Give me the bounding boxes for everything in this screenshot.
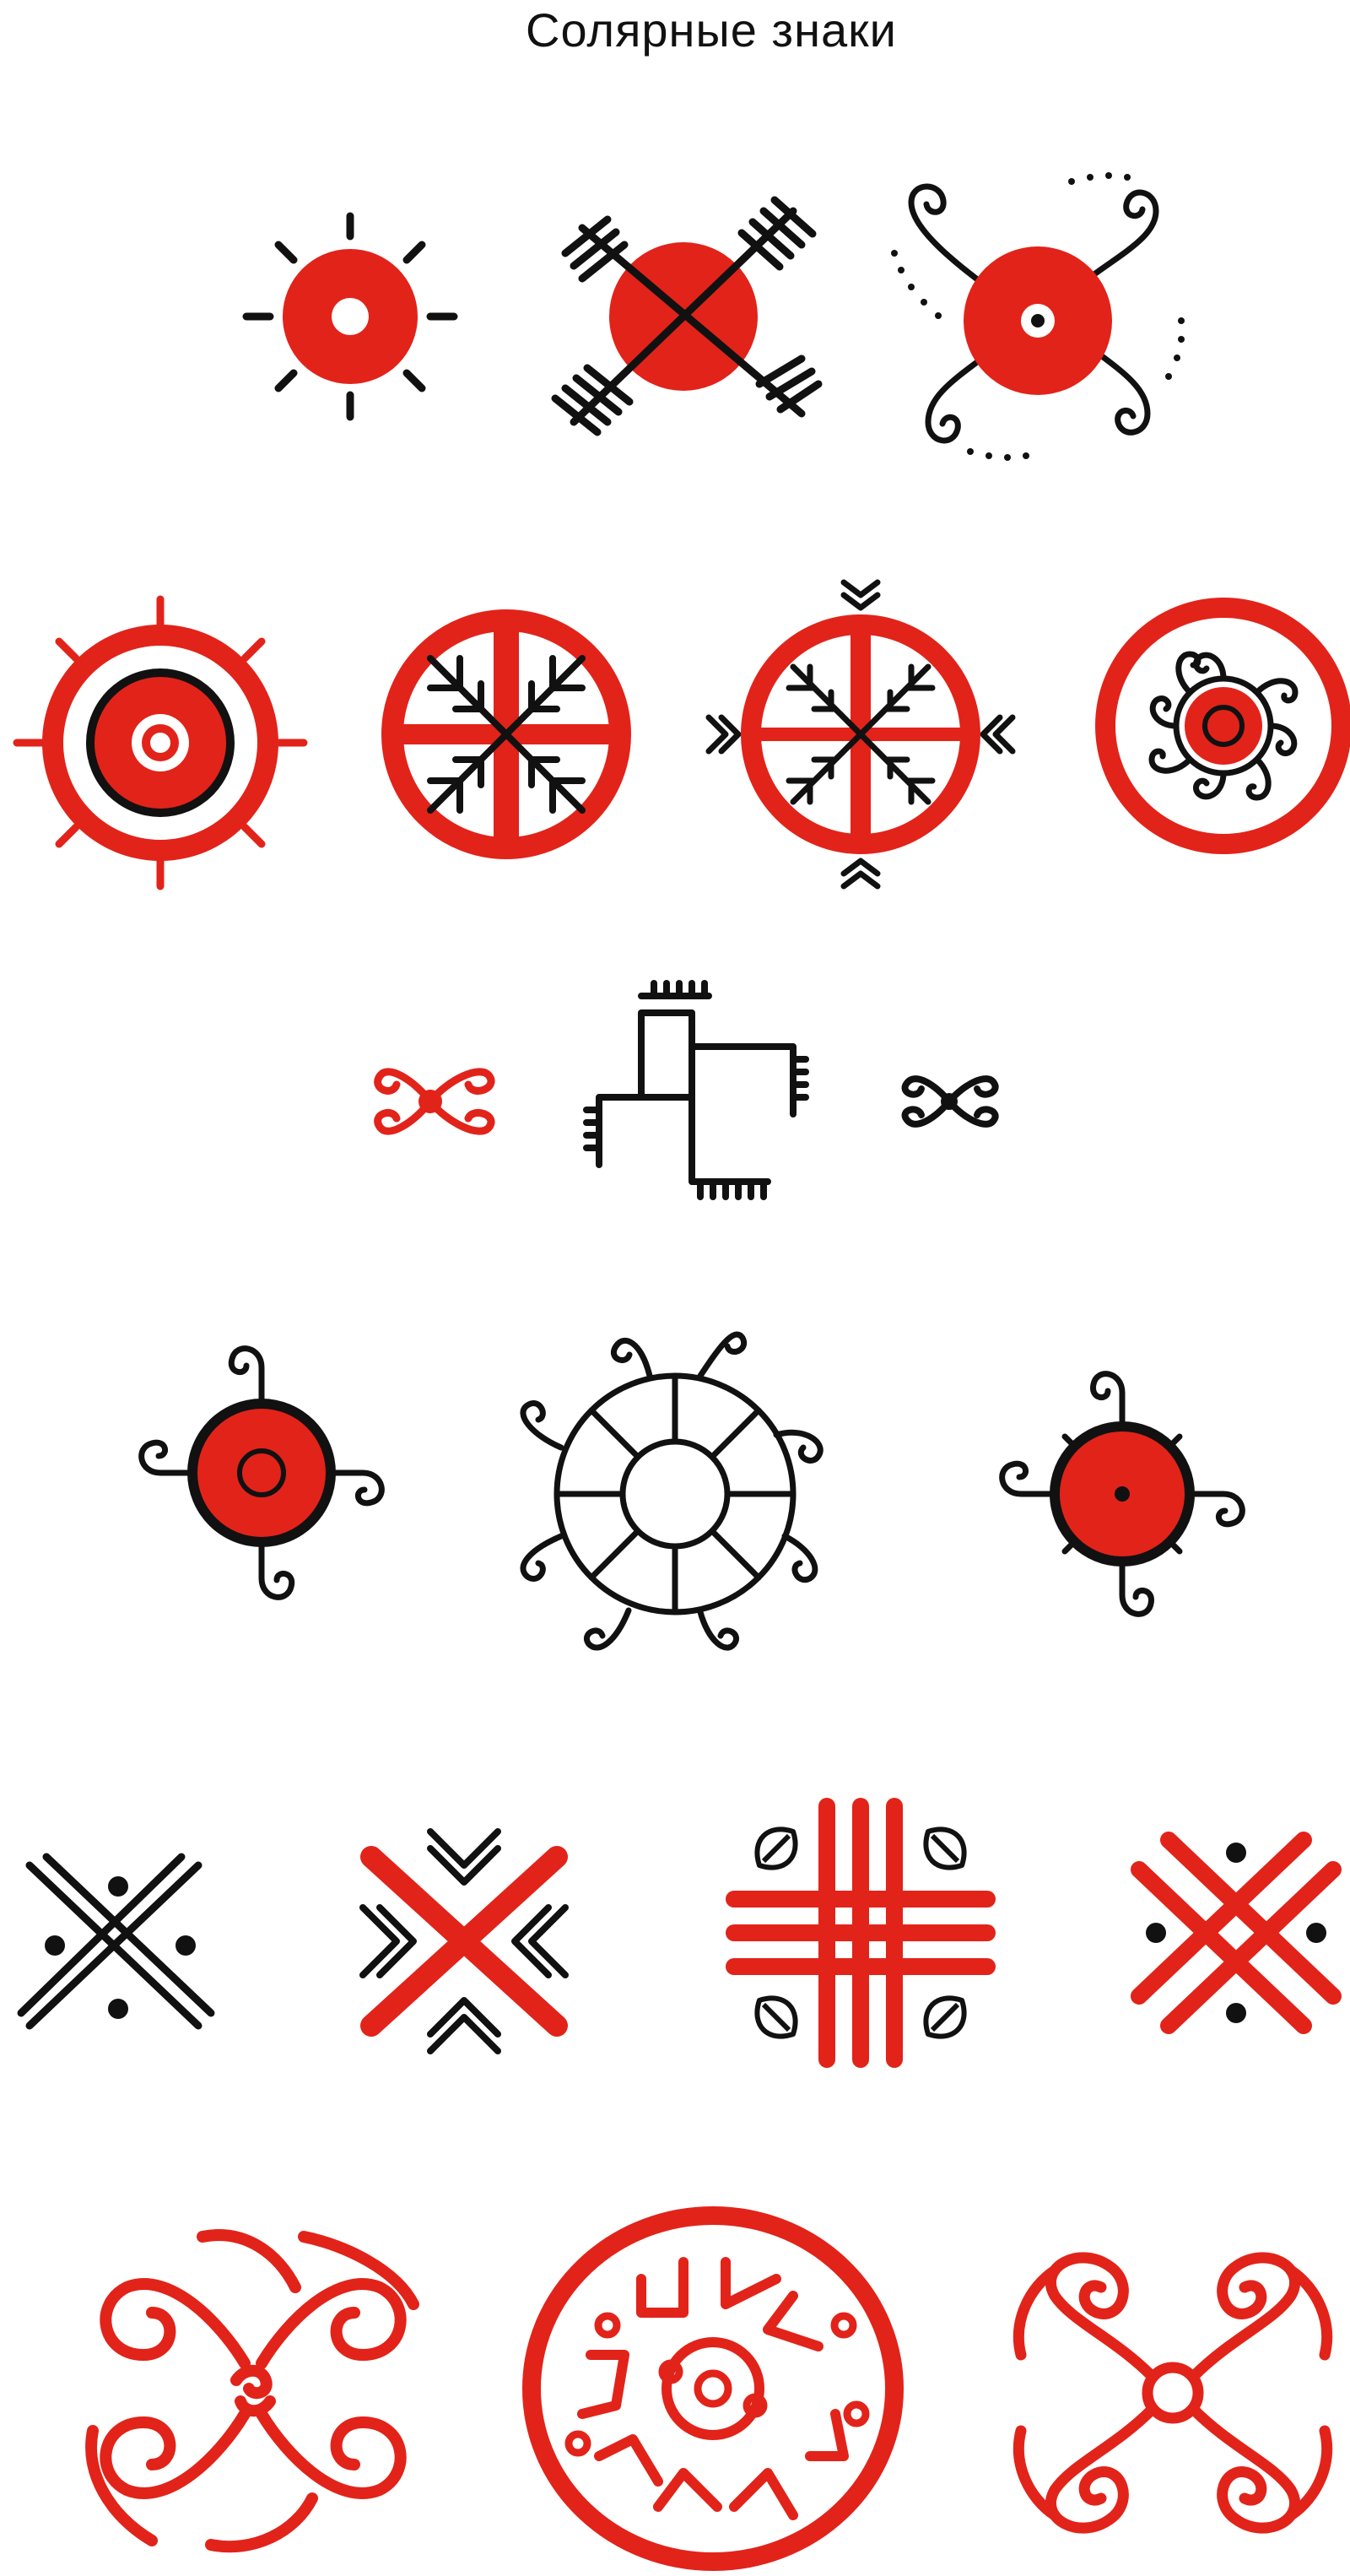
red-spiral-cross-symbol [374, 1068, 495, 1135]
black-cross-dots-symbol [17, 1853, 215, 2030]
curl-sun-left-symbol [138, 1345, 385, 1600]
curl-wheel-center-symbol [520, 1331, 824, 1651]
red-swirl-cross-symbol [85, 2229, 419, 2553]
comb-swastika-symbol [583, 980, 809, 1200]
curl-wheel-symbol [1095, 598, 1350, 854]
branch-wheel-symbol [381, 609, 631, 859]
snowflake-wheel-symbol [705, 579, 1016, 890]
sun-rays-symbol [242, 212, 458, 421]
spiral-sun-symbol [891, 172, 1185, 461]
red-lattice-leaves-symbol [726, 1798, 996, 2068]
red-rune-circle-symbol [522, 2206, 904, 2571]
red-spiral-clover-symbol [1012, 2252, 1333, 2534]
red-double-cross-symbol [1131, 1832, 1342, 2034]
target-sun-symbol [13, 595, 308, 890]
red-cross-chevrons-symbol [359, 1828, 569, 2054]
black-spiral-cross-symbol [901, 1075, 999, 1128]
page-title: Солярные знаки [526, 3, 897, 57]
comb-cross-symbol [551, 196, 823, 436]
curl-sun-right-symbol [999, 1371, 1245, 1617]
